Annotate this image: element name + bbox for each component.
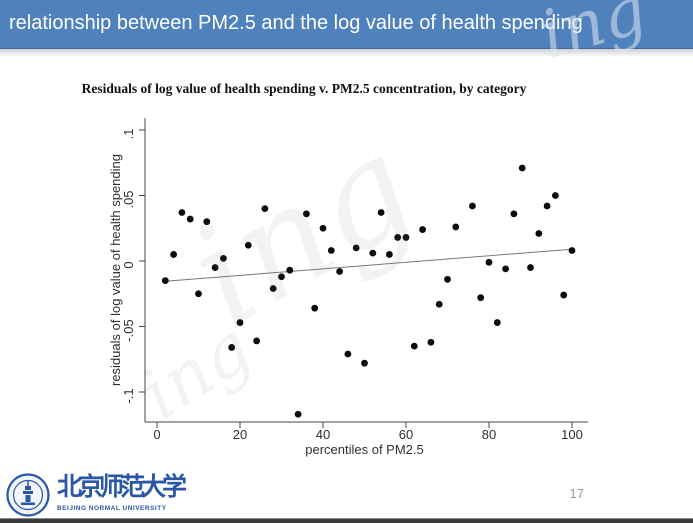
data-point xyxy=(552,192,559,199)
data-point xyxy=(244,241,252,249)
university-logo-text: 北京师范大学 BEIJING NORMAL UNIVERSITY xyxy=(57,472,187,512)
fit-line xyxy=(165,248,573,282)
data-point xyxy=(493,319,501,326)
data-point xyxy=(352,244,360,252)
data-point xyxy=(195,290,202,298)
y-tick-label: -.1 xyxy=(121,388,136,403)
data-point xyxy=(319,224,327,232)
data-point xyxy=(369,249,377,257)
data-point xyxy=(386,251,393,258)
x-tick-label: 60 xyxy=(399,427,413,442)
y-axis-title: residuals of log value of health spendin… xyxy=(108,154,123,386)
x-tick-label: 0 xyxy=(153,427,160,442)
data-point xyxy=(269,285,277,292)
data-point xyxy=(543,202,551,210)
data-point xyxy=(211,264,219,271)
data-point xyxy=(361,359,368,367)
data-point xyxy=(311,304,319,312)
y-tick-label: .1 xyxy=(121,129,136,140)
university-logo: 北京师范大学 BEIJING NORMAL UNIVERSITY xyxy=(6,472,187,518)
y-tick-label: .05 xyxy=(121,190,136,208)
page-number: 17 xyxy=(569,486,584,501)
data-point xyxy=(236,319,244,326)
data-point xyxy=(336,268,343,275)
data-point xyxy=(485,258,493,266)
data-point xyxy=(228,344,236,351)
data-point xyxy=(469,202,476,210)
data-point xyxy=(344,350,352,358)
data-point xyxy=(535,230,543,237)
chart-title: Residuals of log value of health spendin… xyxy=(81,81,527,96)
data-point xyxy=(294,410,302,418)
data-point xyxy=(527,264,534,271)
data-point xyxy=(170,251,177,258)
x-tick-label: 80 xyxy=(482,427,496,442)
data-point xyxy=(253,337,260,345)
university-seal-icon xyxy=(6,473,50,517)
y-tick-label: -.05 xyxy=(121,319,136,341)
data-point xyxy=(286,266,294,274)
data-point xyxy=(444,275,451,283)
header-shadow xyxy=(0,49,693,57)
data-point xyxy=(261,205,269,212)
data-point xyxy=(435,300,443,308)
data-point xyxy=(327,247,335,254)
data-point xyxy=(178,209,186,216)
university-name-chinese: 北京师范大学 xyxy=(57,472,187,501)
data-point xyxy=(452,223,460,231)
data-point xyxy=(394,234,402,241)
data-point xyxy=(303,210,310,218)
data-point xyxy=(161,277,169,285)
data-point xyxy=(568,247,576,254)
data-point xyxy=(427,338,435,346)
data-point xyxy=(419,226,426,233)
data-point xyxy=(510,210,518,218)
data-point xyxy=(220,254,227,262)
data-point xyxy=(502,265,509,273)
x-axis-title: percentiles of PM2.5 xyxy=(305,442,424,457)
y-tick-label: 0 xyxy=(121,261,136,268)
data-point xyxy=(518,164,526,172)
data-point xyxy=(203,218,211,226)
data-point xyxy=(477,294,485,302)
university-name-english: BEIJING NORMAL UNIVERSITY xyxy=(57,505,167,512)
data-point xyxy=(186,215,194,223)
data-point xyxy=(402,234,410,241)
slide-header-title: relationship between PM2.5 and the log v… xyxy=(9,12,583,34)
x-tick-label: 100 xyxy=(561,427,583,442)
data-point xyxy=(377,209,385,216)
x-tick-label: 40 xyxy=(316,427,330,442)
slide-header-bar: relationship between PM2.5 and the log v… xyxy=(0,0,693,49)
data-point xyxy=(278,273,285,281)
data-point xyxy=(410,342,418,350)
scatter-plot: .1 .05 0 -.05 -.1 0 20 40 60 80 100 percentiles of … xyxy=(108,118,588,457)
data-point xyxy=(560,291,568,299)
bottom-edge-strip xyxy=(0,518,693,523)
x-tick-label: 20 xyxy=(233,427,247,442)
